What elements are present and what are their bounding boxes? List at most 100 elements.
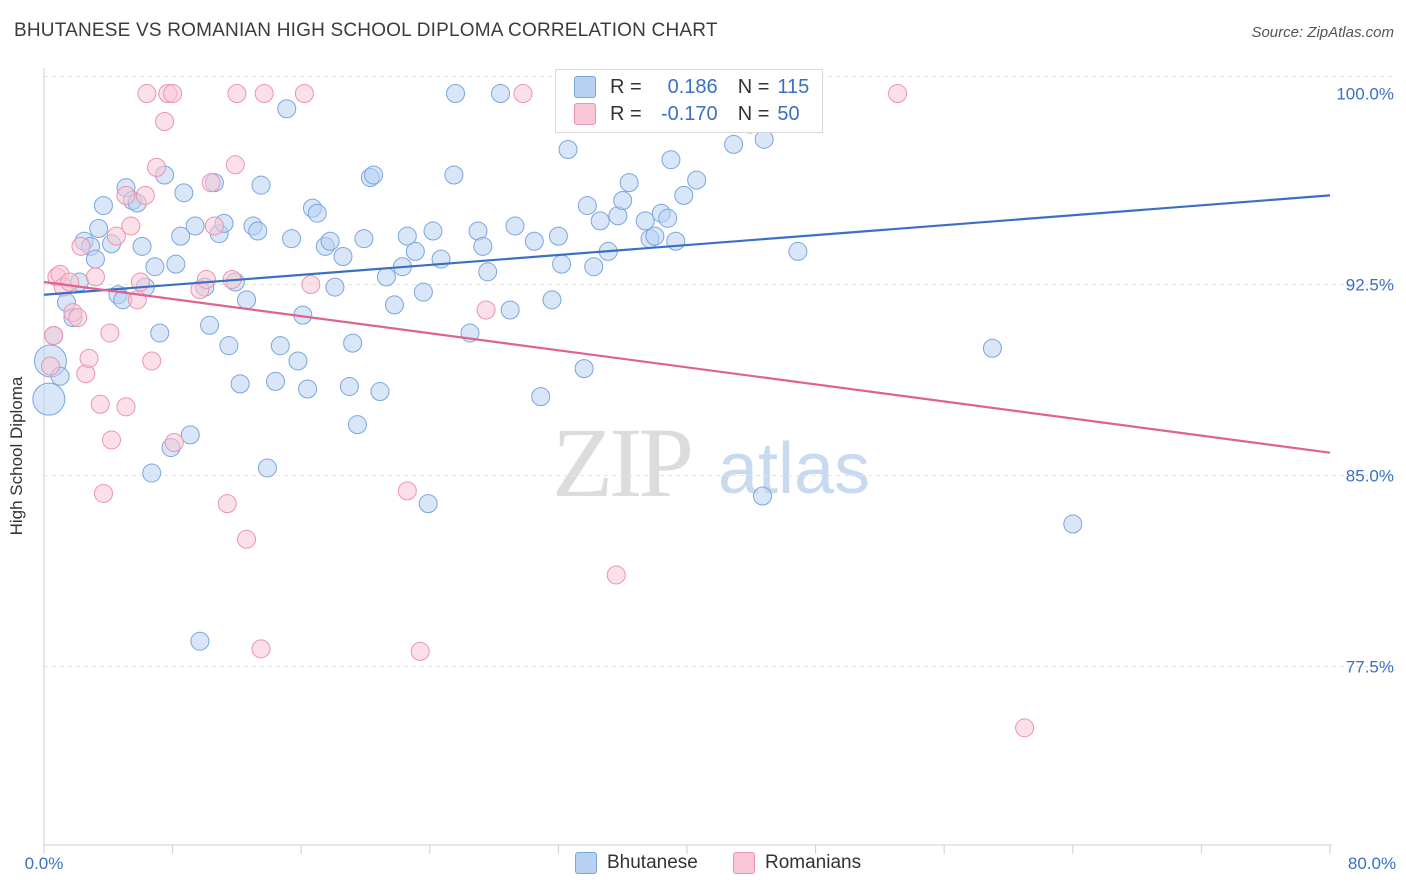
data-point-romanians <box>227 83 247 103</box>
data-point-bhutanese <box>282 229 302 249</box>
data-point-bhutanese <box>370 382 390 402</box>
data-point-bhutanese <box>584 257 604 277</box>
data-point-romanians <box>155 111 175 131</box>
data-point-bhutanese <box>333 247 353 267</box>
data-point-romanians <box>217 494 237 514</box>
data-point-romanians <box>71 236 91 256</box>
data-point-bhutanese <box>277 99 297 119</box>
data-point-bhutanese <box>288 351 308 371</box>
data-point-romanians <box>60 272 80 292</box>
data-point-romanians <box>204 216 224 236</box>
data-point-romanians <box>606 565 626 585</box>
data-point-romanians <box>163 83 183 103</box>
legend-n-value-bhutanese: 115 <box>777 75 810 98</box>
data-point-bhutanese <box>142 463 162 483</box>
data-point-bhutanese <box>251 175 271 195</box>
data-point-bhutanese <box>270 336 290 356</box>
data-point-romanians <box>201 173 221 193</box>
data-point-bhutanese <box>558 140 578 160</box>
series-swatch-bhutanese <box>575 852 597 874</box>
data-point-bhutanese <box>347 415 367 435</box>
data-point-bhutanese <box>531 387 551 407</box>
data-point-bhutanese <box>307 203 327 223</box>
data-point-bhutanese <box>542 290 562 310</box>
data-point-romanians <box>93 483 113 503</box>
data-point-bhutanese <box>661 150 681 170</box>
data-point-romanians <box>301 275 321 295</box>
chart-title: BHUTANESE VS ROMANIAN HIGH SCHOOL DIPLOM… <box>14 20 718 41</box>
data-point-bhutanese <box>645 226 665 246</box>
data-point-bhutanese <box>491 83 511 103</box>
data-point-bhutanese <box>666 231 686 251</box>
data-point-romanians <box>102 430 122 450</box>
data-point-bhutanese <box>753 486 773 506</box>
data-point-bhutanese <box>418 494 438 514</box>
data-point-bhutanese <box>413 282 433 302</box>
data-point-romanians <box>142 351 162 371</box>
data-point-romanians <box>90 394 110 414</box>
data-point-bhutanese <box>478 262 498 282</box>
data-point-romanians <box>410 641 430 661</box>
data-point-romanians <box>79 348 99 368</box>
data-point-bhutanese <box>180 425 200 445</box>
data-point-bhutanese <box>85 249 105 269</box>
data-point-bhutanese <box>237 290 257 310</box>
series-legend-bhutanese[interactable]: Bhutanese <box>575 852 698 874</box>
data-point-romanians <box>116 185 136 205</box>
data-point-bhutanese <box>788 241 808 261</box>
y-tick-label: 85.0% <box>1346 467 1394 486</box>
data-point-bhutanese <box>446 83 466 103</box>
data-point-bhutanese <box>574 359 594 379</box>
data-point-romanians <box>68 308 88 328</box>
data-point-bhutanese <box>687 170 707 190</box>
trend-line-romanians <box>43 280 1331 454</box>
data-point-bhutanese <box>658 208 678 228</box>
stats-legend: R = 0.186 N = 115 R = -0.170 N = 50 <box>555 69 823 133</box>
data-point-bhutanese <box>552 254 572 274</box>
data-point-romanians <box>251 639 271 659</box>
data-point-bhutanese <box>230 374 250 394</box>
data-point-romanians <box>513 83 533 103</box>
data-point-bhutanese <box>982 338 1002 358</box>
data-point-bhutanese <box>397 226 417 246</box>
legend-row-bhutanese: R = 0.186 N = 115 <box>574 74 809 100</box>
data-point-bhutanese <box>354 229 374 249</box>
data-point-bhutanese <box>577 196 597 216</box>
data-point-bhutanese <box>132 236 152 256</box>
data-point-romanians <box>121 216 141 236</box>
data-point-romanians <box>888 83 908 103</box>
x-tick-label: 80.0% <box>1348 854 1396 873</box>
data-point-romanians <box>196 269 216 289</box>
data-point-romanians <box>476 300 496 320</box>
data-point-bhutanese <box>548 226 568 246</box>
series-legend-romanians[interactable]: Romanians <box>733 852 861 874</box>
data-point-bhutanese <box>364 165 384 185</box>
data-point-bhutanese <box>376 267 396 287</box>
y-tick-label: 92.5% <box>1346 276 1394 295</box>
legend-row-romanians: R = -0.170 N = 50 <box>574 101 800 127</box>
data-point-romanians <box>137 83 157 103</box>
legend-r-label: R = <box>610 75 642 98</box>
data-point-bhutanese <box>32 382 66 416</box>
data-point-bhutanese <box>145 257 165 277</box>
series-label-bhutanese: Bhutanese <box>607 852 698 873</box>
data-point-romanians <box>85 267 105 287</box>
data-point-romanians <box>44 325 64 345</box>
data-point-bhutanese <box>444 165 464 185</box>
data-point-romanians <box>397 481 417 501</box>
data-point-romanians <box>106 226 126 246</box>
data-point-romanians <box>1015 718 1035 738</box>
y-tick-label: 100.0% <box>1336 84 1394 103</box>
data-point-bhutanese <box>500 300 520 320</box>
data-point-bhutanese <box>200 315 220 335</box>
data-point-bhutanese <box>89 218 109 238</box>
data-point-bhutanese <box>320 231 340 251</box>
data-point-romanians <box>76 364 96 384</box>
data-point-romanians <box>116 397 136 417</box>
data-point-romanians <box>237 529 257 549</box>
data-point-bhutanese <box>505 216 525 236</box>
data-point-bhutanese <box>150 323 170 343</box>
series-swatch-romanians <box>733 852 755 874</box>
legend-r-value-romanians: -0.170 <box>660 102 718 125</box>
